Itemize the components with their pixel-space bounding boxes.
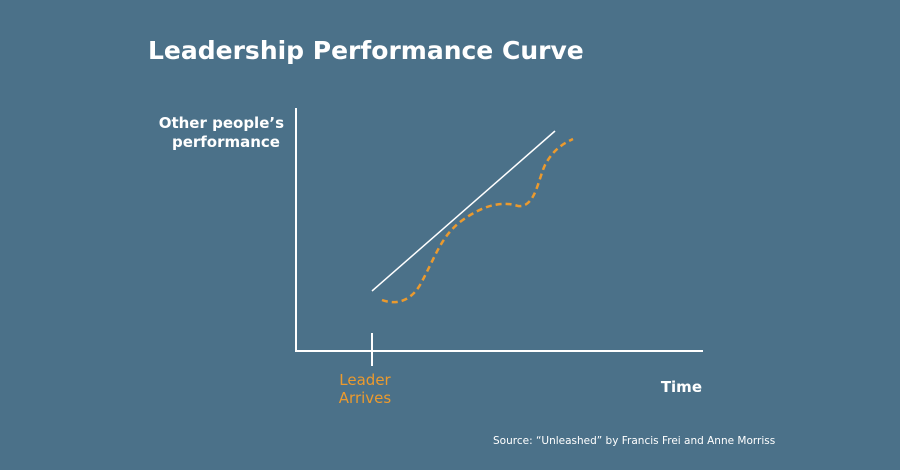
y-axis-label: performance: [172, 133, 280, 151]
y-axis-label: Other people’s: [159, 114, 284, 132]
title: Leadership Performance Curve: [148, 36, 584, 65]
x-axis-label: Time: [661, 378, 702, 396]
source: Source: “Unleashed” by Francis Frei and …: [493, 435, 775, 447]
marker-label: Leader: [339, 371, 391, 389]
expected-line: [371, 130, 556, 292]
actual-curve: [381, 137, 574, 304]
marker-label: Arrives: [339, 389, 392, 407]
